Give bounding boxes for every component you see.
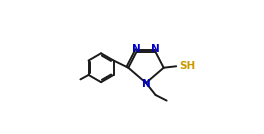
Text: N: N [132, 44, 141, 54]
Text: N: N [151, 44, 160, 54]
Text: SH: SH [179, 61, 195, 71]
Text: N: N [142, 79, 151, 88]
